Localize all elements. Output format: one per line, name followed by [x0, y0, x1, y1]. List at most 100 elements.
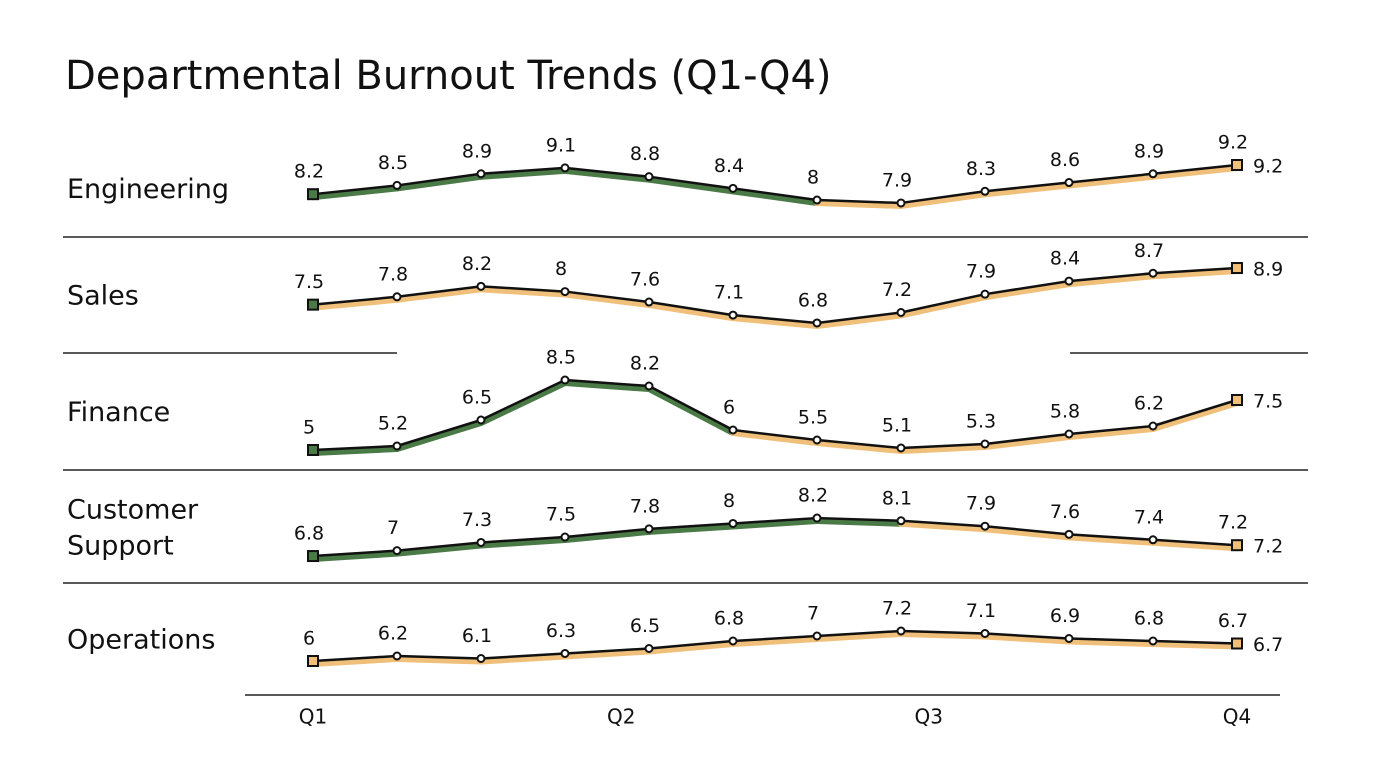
value-label: 7.1: [966, 600, 996, 622]
point: [812, 318, 822, 328]
trend-underlay: [1150, 165, 1240, 180]
value-label: 8: [555, 258, 567, 280]
trend-underlay: [646, 302, 736, 322]
point: [1148, 636, 1158, 646]
point: [812, 513, 822, 523]
trend-underlay: [1150, 400, 1240, 432]
point: [392, 651, 402, 661]
value-label: 5.8: [1050, 401, 1080, 423]
trend-underlay: [982, 281, 1072, 301]
end-marker: [1231, 539, 1243, 552]
value-label: 8.3: [966, 158, 996, 180]
value-label: 8.2: [462, 253, 492, 275]
value-label: 8.4: [714, 155, 744, 177]
trend-underlay: [814, 631, 904, 642]
trend-line: [312, 629, 1238, 663]
value-label: 8.9: [1134, 140, 1164, 162]
point: [728, 310, 738, 320]
chart-title: Departmental Burnout Trends (Q1-Q4): [65, 53, 832, 99]
value-label: 5.3: [966, 411, 996, 433]
value-label: 7: [807, 603, 819, 625]
point: [476, 537, 486, 547]
value-label: 6.2: [378, 623, 408, 645]
trend-line: [312, 163, 1238, 205]
trend-underlay: [394, 542, 484, 557]
trend-underlay: [478, 380, 568, 426]
point: [896, 626, 906, 636]
trend-underlay: [562, 528, 652, 544]
value-label: 7.9: [966, 261, 996, 283]
point: [1148, 268, 1158, 278]
point: [896, 516, 906, 526]
value-label: 6.5: [462, 387, 492, 409]
point: [560, 375, 570, 385]
trend-underlay: [478, 286, 568, 298]
trend-line: [312, 516, 1238, 558]
value-label: 6.8: [1134, 608, 1164, 630]
value-label: 8: [807, 167, 819, 189]
point: [392, 292, 402, 302]
value-label: 8.7: [1134, 240, 1164, 262]
value-label: 8.9: [462, 140, 492, 162]
value-label: 5.5: [798, 407, 828, 429]
end-marker: [1231, 394, 1243, 406]
value-label: 7.2: [1218, 512, 1248, 534]
series-name: Finance: [67, 397, 170, 428]
point: [560, 532, 570, 542]
value-label: 8.8: [630, 143, 660, 165]
end-value-label: 7.2: [1253, 536, 1283, 558]
value-label: 8.5: [378, 152, 408, 174]
trend-underlay: [814, 200, 904, 209]
value-label: 7.1: [714, 282, 744, 304]
value-label: 8.2: [294, 161, 324, 183]
end-marker: [1231, 262, 1243, 275]
value-label: 6.7: [1218, 610, 1248, 632]
trend-underlay: [814, 312, 904, 329]
point: [728, 183, 738, 193]
trend-underlay: [478, 653, 568, 665]
point: [476, 654, 486, 663]
point: [812, 195, 822, 205]
value-label: 7.6: [630, 269, 660, 291]
trend-underlay: [394, 286, 484, 303]
point: [728, 636, 738, 646]
trend-underlay: [394, 656, 484, 665]
trend-underlay: [898, 294, 988, 319]
value-label: 7.5: [294, 271, 324, 293]
x-tick-label: Q4: [1223, 705, 1251, 729]
trend-underlay: [562, 648, 652, 660]
trend-underlay: [898, 631, 988, 640]
trend-underlay: [1066, 638, 1156, 647]
point: [1148, 169, 1158, 179]
point: [392, 441, 402, 451]
value-label: 5.2: [378, 413, 408, 435]
trend-underlay: [310, 550, 400, 563]
value-label: 6: [723, 397, 735, 419]
point: [980, 439, 990, 449]
value-label: 6.5: [630, 615, 660, 637]
value-label: 8: [723, 490, 735, 512]
x-tick-label: Q2: [607, 705, 635, 729]
point: [1064, 178, 1074, 188]
point: [392, 180, 402, 190]
trend-underlay: [898, 191, 988, 209]
point: [476, 169, 486, 179]
trend-underlay: [310, 185, 400, 201]
value-label: 5: [303, 417, 315, 439]
value-label: 7.9: [966, 493, 996, 515]
value-label: 6: [303, 628, 315, 650]
value-label: 6.8: [294, 523, 324, 545]
trend-underlay: [982, 434, 1072, 450]
trend-underlay: [310, 296, 400, 311]
point: [644, 644, 654, 653]
trend-underlay: [1066, 273, 1156, 288]
point: [1064, 634, 1074, 643]
trend-underlay: [1150, 268, 1240, 280]
value-label: 8.4: [1050, 248, 1080, 270]
trend-underlay: [982, 182, 1072, 198]
trend-underlay: [562, 167, 652, 183]
value-label: 8.5: [546, 347, 576, 369]
trend-underlay: [394, 420, 484, 452]
point: [896, 307, 906, 317]
